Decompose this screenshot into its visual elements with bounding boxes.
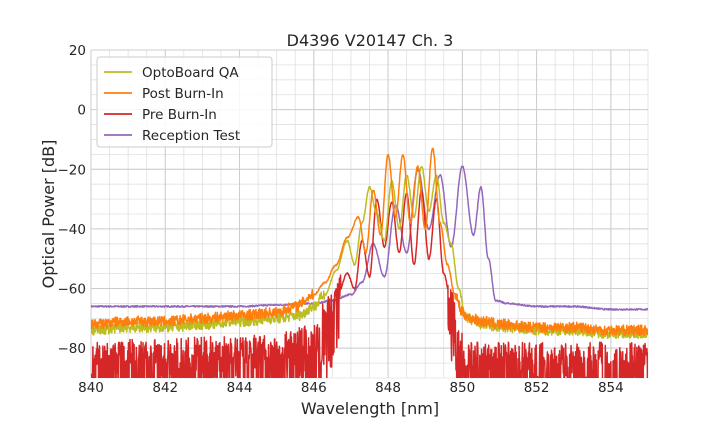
- x-tick-label: 842: [152, 380, 178, 396]
- y-tick-label: −60: [58, 282, 87, 298]
- x-tick-label: 850: [449, 380, 475, 396]
- x-tick-label: 854: [598, 380, 624, 396]
- y-tick-label: −20: [58, 162, 87, 178]
- y-tick-label: 20: [69, 43, 86, 59]
- legend: OptoBoard QA Post Burn-In Pre Burn-In Recep…: [96, 56, 273, 148]
- y-tick-label: 0: [77, 103, 86, 119]
- legend-label: OptoBoard QA: [142, 65, 239, 81]
- y-axis-ticks: 20 0 −20 −40 −60 −80: [58, 43, 87, 357]
- legend-label: Pre Burn-In: [142, 107, 217, 123]
- x-tick-label: 852: [524, 380, 550, 396]
- y-tick-label: −40: [58, 222, 87, 238]
- y-tick-label: −80: [58, 341, 87, 357]
- series-line-pre-burn-in: [91, 189, 648, 378]
- x-tick-label: 840: [78, 380, 104, 396]
- chart-title: D4396 V20147 Ch. 3: [287, 31, 454, 50]
- x-tick-label: 844: [227, 380, 253, 396]
- legend-box: [96, 56, 273, 148]
- series-line-optoboard-qa: [91, 166, 648, 340]
- series-group: [91, 147, 648, 378]
- x-axis-ticks: 840 842 844 846 848 850 852 854: [78, 380, 624, 396]
- x-tick-label: 846: [301, 380, 327, 396]
- legend-label: Reception Test: [142, 128, 240, 144]
- series-line-post-burn-in: [91, 147, 648, 337]
- legend-label: Post Burn-In: [142, 86, 224, 102]
- series-line-reception-test: [91, 165, 648, 311]
- plot-area: [91, 147, 648, 378]
- x-tick-label: 848: [375, 380, 401, 396]
- x-axis-label: Wavelength [nm]: [301, 399, 439, 418]
- y-axis-label: Optical Power [dB]: [39, 140, 58, 289]
